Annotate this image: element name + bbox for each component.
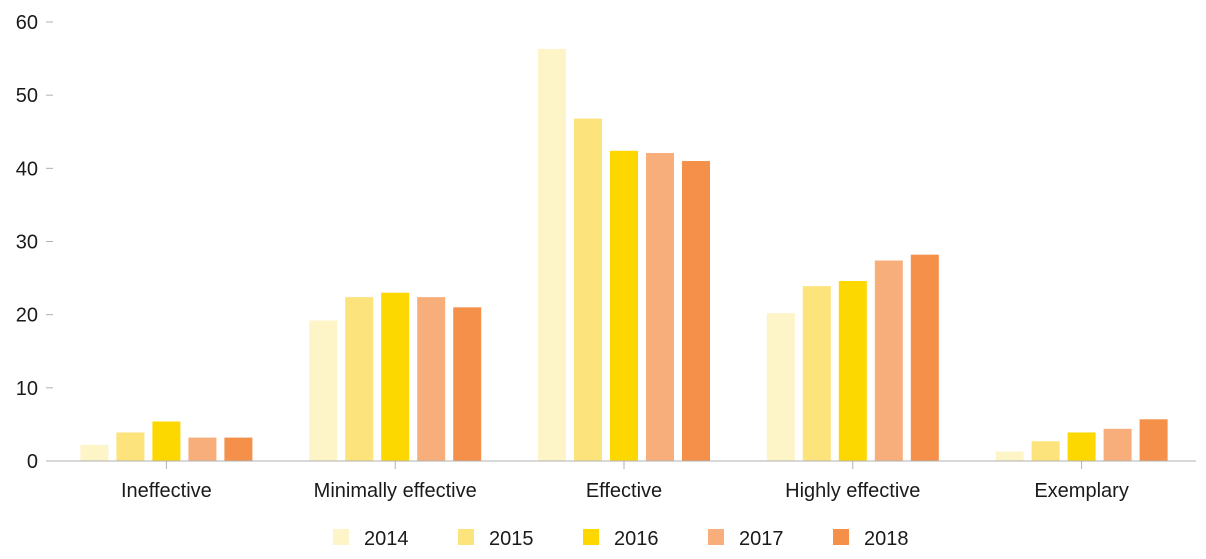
y-tick-label: 40 — [16, 158, 38, 180]
bar-2014-minimally-effective — [309, 320, 338, 461]
bar-2014-effective — [538, 49, 566, 462]
bar-2015-effective — [574, 118, 602, 461]
y-tick-label: 50 — [16, 85, 38, 107]
legend-label: 2017 — [739, 528, 784, 550]
bar-2014-ineffective — [80, 444, 109, 461]
bar-2015-exemplary — [1031, 441, 1060, 461]
bar-2017-effective — [646, 152, 674, 462]
x-category-label: Ineffective — [121, 480, 212, 502]
legend-label: 2018 — [864, 528, 909, 550]
x-category-label: Exemplary — [1034, 480, 1128, 502]
bar-2014-highly-effective — [766, 313, 795, 461]
x-category-label: Highly effective — [785, 480, 920, 502]
y-tick-label: 30 — [16, 232, 38, 254]
legend-label: 2016 — [614, 528, 659, 550]
y-tick-label: 0 — [27, 451, 38, 473]
bar-2015-highly-effective — [802, 286, 831, 461]
bars — [80, 49, 1168, 462]
y-axis: 0 10 20 30 40 50 60 — [16, 12, 53, 473]
bar-2017-ineffective — [188, 437, 217, 461]
bar-2015-minimally-effective — [345, 297, 374, 461]
bar-2018-ineffective — [224, 437, 253, 461]
bar-2015-ineffective — [116, 432, 145, 461]
y-tick-label: 10 — [16, 378, 38, 400]
bar-2017-exemplary — [1103, 428, 1132, 461]
x-axis: Ineffective Minimally effective Effective H… — [52, 460, 1196, 502]
legend-swatch-2014 — [333, 529, 349, 545]
bar-2016-ineffective — [152, 421, 181, 461]
bar-2018-highly-effective — [910, 254, 939, 461]
legend-swatch-2015 — [458, 529, 474, 545]
bar-2016-highly-effective — [838, 281, 867, 461]
x-category-label: Effective — [586, 480, 662, 502]
legend-label: 2015 — [489, 528, 534, 550]
x-category-label: Minimally effective — [314, 480, 477, 502]
legend-label: 2014 — [364, 528, 409, 550]
bar-2014-exemplary — [995, 451, 1024, 461]
bar-2018-minimally-effective — [453, 307, 482, 461]
bar-2016-minimally-effective — [381, 292, 410, 461]
bar-2016-exemplary — [1067, 432, 1096, 461]
legend-swatch-2016 — [583, 529, 599, 545]
bar-2016-effective — [610, 150, 638, 462]
bar-2017-highly-effective — [874, 260, 903, 461]
legend-swatch-2018 — [833, 529, 849, 545]
legend: 2014 2015 2016 2017 2018 — [333, 528, 909, 550]
bar-2018-exemplary — [1139, 419, 1168, 461]
legend-swatch-2017 — [708, 529, 724, 545]
y-tick-label: 20 — [16, 305, 38, 327]
y-tick-label: 60 — [16, 12, 38, 34]
bar-2018-effective — [682, 161, 710, 461]
bar-2017-minimally-effective — [417, 297, 446, 461]
